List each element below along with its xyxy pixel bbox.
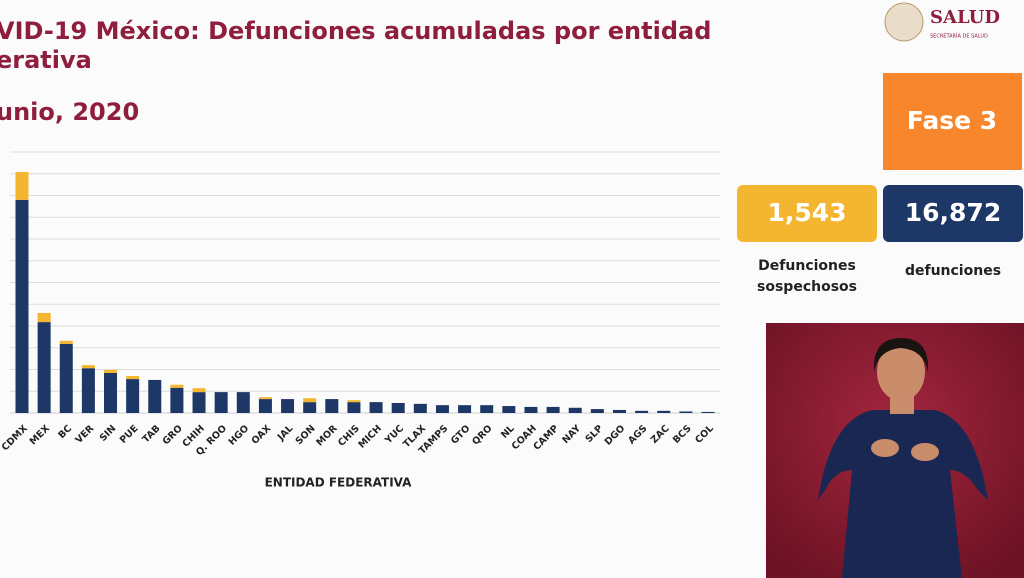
x-tick-label: NL [499, 423, 517, 441]
bar-segment [192, 388, 206, 393]
bar-segment [458, 405, 472, 413]
bar-segment [15, 199, 29, 413]
bar-segment [391, 402, 405, 413]
summary-card [737, 185, 877, 242]
phase: Fase 3 [907, 106, 997, 135]
x-tick-label: SLP [583, 423, 605, 445]
bar-segment [104, 369, 118, 373]
bar-segment [347, 402, 361, 413]
x-tick-label: DGO [603, 423, 628, 448]
summary-label: defunciones [905, 263, 1001, 279]
bar-segment [413, 403, 427, 413]
bar-segment [192, 392, 206, 413]
bar-segment [568, 407, 582, 413]
x-tick-label: CAMP [531, 423, 561, 453]
x-tick-label: QRO [470, 423, 494, 447]
bar-segment [281, 399, 295, 413]
bar-segment [679, 411, 693, 413]
bar-segment [81, 365, 95, 369]
summary-value: 1,543 [767, 198, 846, 227]
bar-segment [170, 384, 184, 388]
x-tick-label: NAY [560, 423, 583, 446]
summary-label: sospechosos [757, 279, 857, 295]
x-tick-label: MICH [356, 423, 384, 451]
x-tick-label: SON [294, 423, 318, 447]
bar-segment [303, 402, 317, 413]
interpreter-video [766, 323, 1024, 578]
x-tick-label: TAB [140, 423, 162, 445]
bar-segment [612, 409, 626, 413]
bar-segment [303, 398, 317, 403]
summary-label: Defunciones [758, 258, 856, 274]
x-tick-label: ZAC [649, 423, 672, 446]
x-tick-label: MOR [314, 423, 340, 449]
bar-segment [37, 312, 51, 323]
x-tick-label: MEX [28, 423, 53, 448]
x-tick-label: VER [74, 423, 97, 446]
x-tick-label: OAX [250, 423, 274, 447]
bar-segment [236, 392, 250, 413]
bar-segment [524, 406, 538, 413]
bar-segment [104, 372, 118, 413]
summary-value: 16,872 [905, 198, 1001, 227]
bar-segment [258, 399, 272, 413]
bar-segment [37, 322, 51, 413]
x-tick-label: BC [56, 423, 74, 441]
bar-segment [657, 410, 671, 413]
bar-segment [126, 376, 140, 380]
bar-segment [126, 379, 140, 413]
x-tick-label: GTO [449, 423, 472, 446]
bar-segment [170, 387, 184, 413]
bar-segment [214, 392, 228, 413]
title-line: VID-19 México: Defunciones acumuladas po… [0, 17, 711, 45]
x-tick-label: CDMX [0, 423, 30, 454]
bar-segment [15, 172, 29, 200]
bar-segment [435, 405, 449, 413]
bar-segment [590, 409, 604, 413]
logo-emblem [884, 2, 924, 42]
x-axis-label: ENTIDAD FEDERATIVA [265, 476, 413, 490]
x-tick-label: BCS [671, 423, 694, 446]
bar-segment [480, 405, 494, 413]
x-tick-label: JAL [275, 423, 295, 443]
bar-segment [59, 340, 73, 344]
x-tick-label: AGS [626, 423, 649, 446]
subtitle: unio, 2020 [0, 98, 139, 126]
title-line: erativa [0, 46, 92, 74]
x-tick-label: SIN [98, 423, 119, 444]
summary-card [883, 185, 1023, 242]
x-tick-label: PUE [118, 423, 141, 446]
bar-segment [148, 379, 162, 413]
phase-box [883, 73, 1022, 170]
bar-segment [369, 402, 383, 413]
bar-segment [701, 411, 715, 413]
bar-segment [347, 400, 361, 403]
bar-segment [546, 406, 560, 413]
bar-segment [258, 397, 272, 400]
brand-sub: SECRETARÍA DE SALUD [930, 33, 988, 40]
brand: SALUD [930, 7, 1000, 28]
bar-segment [59, 343, 73, 413]
bar-segment [325, 399, 339, 413]
bar-segment [81, 368, 95, 413]
x-tick-label: COL [693, 423, 716, 446]
bar-segment [635, 410, 649, 413]
x-tick-label: HGO [227, 423, 252, 448]
bar-segment [502, 406, 516, 413]
